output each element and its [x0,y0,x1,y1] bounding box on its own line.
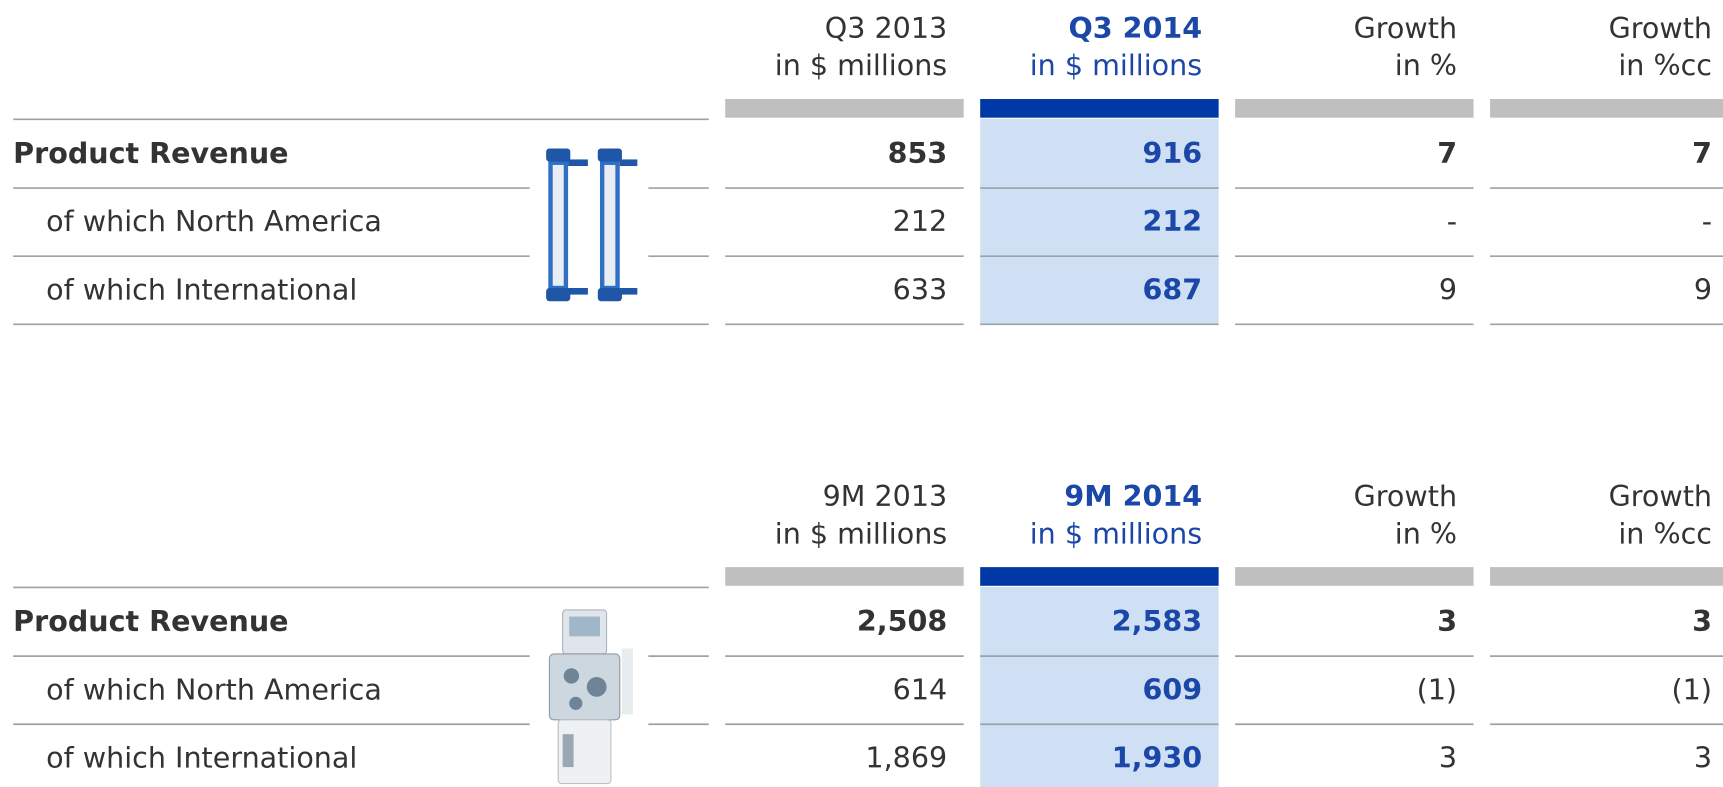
cell-value: 853 [888,136,948,170]
cell-value: 1,930 [1112,740,1202,774]
cell-value: 1,869 [865,740,947,774]
cell-value: 3 [1692,604,1712,638]
cell-value: 3 [1439,740,1457,774]
header-bar [1235,567,1473,586]
cell-value: 633 [893,272,948,306]
column-unit: in % [1395,48,1457,82]
column-period: Growth [1609,11,1712,45]
cell-value: 2,583 [1112,604,1202,638]
cell-value: 2,508 [857,604,947,638]
cell-value: 3 [1437,604,1457,638]
row-label: Product Revenue [13,136,288,170]
cell-value: 212 [893,204,948,238]
column-period: Growth [1354,11,1457,45]
column-unit: in $ millions [775,516,947,550]
page: Q3 2013in $ millionsQ3 2014in $ millions… [0,0,1723,787]
cell-value: 609 [1143,672,1203,706]
cell-value: 9 [1694,272,1712,306]
column-period: Growth [1354,479,1457,513]
row-label: of which International [46,272,357,306]
header-bar [980,567,1218,586]
header-bar [980,99,1218,118]
row-label: of which North America [46,672,382,706]
column-period: 9M 2014 [1064,479,1202,513]
column-period: Q3 2014 [1069,11,1203,45]
header-bar [1490,567,1723,586]
document: Q3 2013in $ millionsQ3 2014in $ millions… [0,0,1723,787]
cell-value: 212 [1143,204,1203,238]
column-unit: in $ millions [775,48,947,82]
column-unit: in $ millions [1030,48,1202,82]
row-label: of which International [46,740,357,774]
row-label: of which North America [46,204,382,238]
header-bar [1235,99,1473,118]
column-unit: in % [1395,516,1457,550]
header-bar [725,567,963,586]
header-bar [725,99,963,118]
cell-value: (1) [1672,672,1712,706]
column-period: 9M 2013 [823,479,948,513]
machine-image [549,610,633,784]
cell-value: 687 [1143,272,1203,306]
cell-value: 9 [1439,272,1457,306]
cell-value: 3 [1694,740,1712,774]
column-unit: in %cc [1618,48,1712,82]
cell-value: 7 [1692,136,1712,170]
column-period: Q3 2013 [825,11,947,45]
cell-value: (1) [1417,672,1457,706]
cell-value: - [1702,204,1712,238]
cell-value: 916 [1143,136,1203,170]
cell-value: 7 [1437,136,1457,170]
row-label: Product Revenue [13,604,288,638]
column-period: Growth [1609,479,1712,513]
header-bar [1490,99,1723,118]
cell-value: - [1447,204,1457,238]
cell-value: 614 [893,672,948,706]
dialyzer-image [546,148,637,301]
column-unit: in $ millions [1030,516,1202,550]
column-unit: in %cc [1618,516,1712,550]
